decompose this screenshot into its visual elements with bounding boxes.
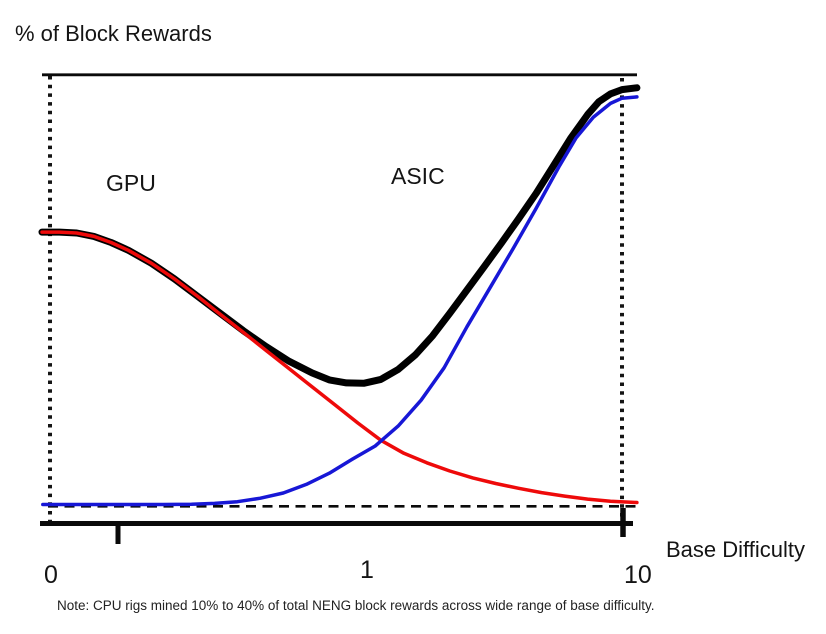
gpu-series-label: GPU	[106, 170, 156, 196]
chart-title: % of Block Rewards	[15, 21, 212, 46]
curve-layer	[38, 84, 641, 507]
asic-series-label: ASIC	[391, 163, 445, 189]
total-curve	[38, 84, 641, 387]
asic-curve	[41, 95, 639, 507]
x-tick-label-10: 10	[624, 561, 652, 589]
x-tick-label-0: 0	[44, 561, 58, 589]
x-axis-title: Base Difficulty	[666, 537, 805, 562]
x-tick-label-1: 1	[360, 556, 374, 584]
gpu-curve	[40, 230, 639, 505]
footnote: Note: CPU rigs mined 10% to 40% of total…	[57, 598, 655, 613]
